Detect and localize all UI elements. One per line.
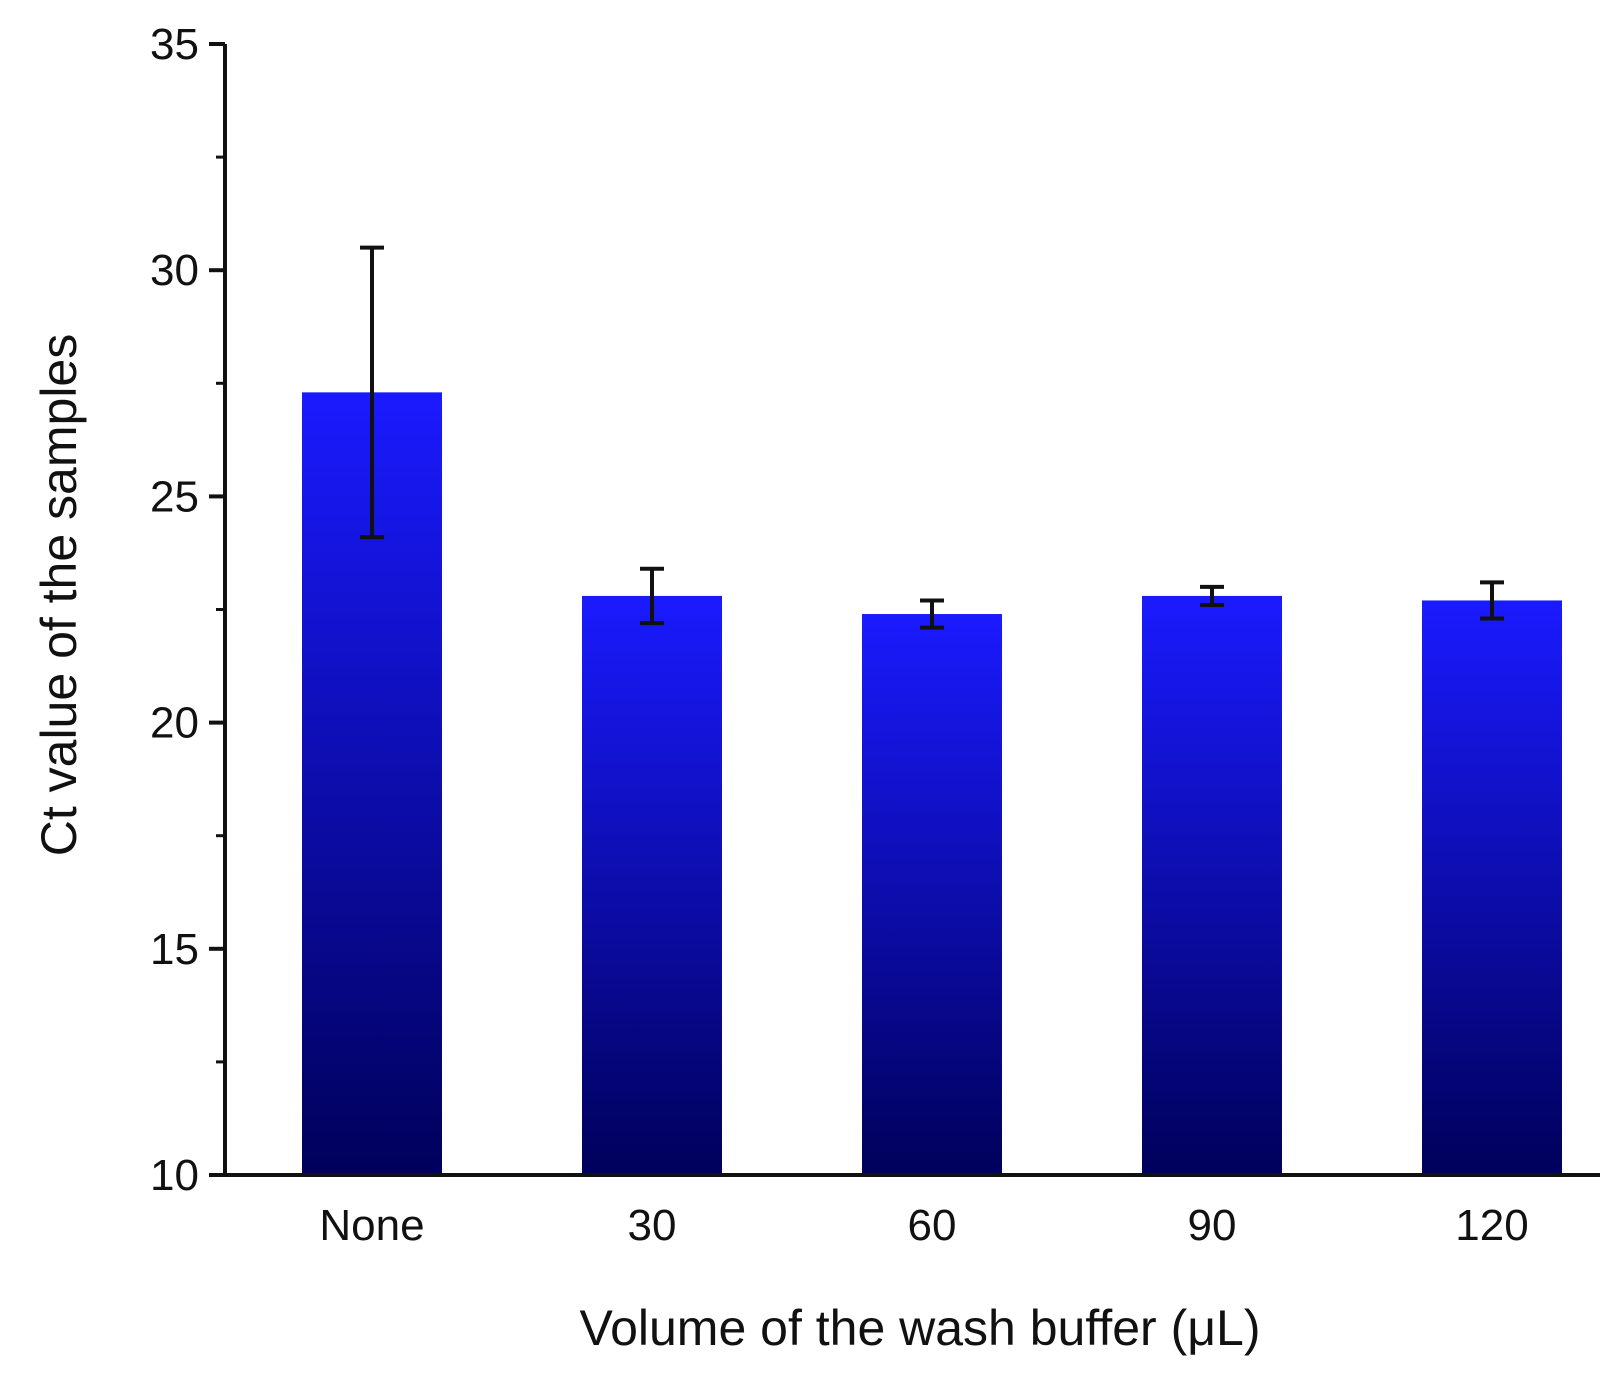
x-axis-title: Volume of the wash buffer (μL) [579, 1300, 1260, 1356]
bar-30 [582, 595, 722, 1175]
y-tick-label-20: 20 [150, 699, 199, 748]
x-tick-label-30: 30 [628, 1201, 677, 1250]
y-tick-label-15: 15 [150, 925, 199, 974]
bar-120 [1422, 600, 1562, 1175]
y-axis-title: Ct value of the samples [31, 334, 87, 857]
bar-60 [862, 614, 1002, 1175]
error-bar-120 [1480, 580, 1504, 621]
labels-layer: Volume of the wash buffer (μL) Ct value … [31, 20, 1529, 1356]
error-bars-layer [360, 245, 1504, 630]
error-bar-30 [640, 566, 664, 626]
error-bar-60 [920, 598, 944, 630]
bars-layer [302, 392, 1562, 1175]
error-bar-None [360, 245, 384, 540]
error-bar-90 [1200, 584, 1224, 607]
axes-layer [209, 42, 1600, 1177]
y-tick-label-35: 35 [150, 20, 199, 69]
y-tick-label-25: 25 [150, 472, 199, 521]
x-tick-label-60: 60 [908, 1201, 957, 1250]
x-tick-label-None: None [319, 1201, 424, 1250]
x-tick-label-120: 120 [1455, 1201, 1528, 1250]
x-tick-label-90: 90 [1188, 1201, 1237, 1250]
bar-90 [1142, 595, 1282, 1175]
y-tick-label-30: 30 [150, 246, 199, 295]
y-tick-label-10: 10 [150, 1151, 199, 1200]
